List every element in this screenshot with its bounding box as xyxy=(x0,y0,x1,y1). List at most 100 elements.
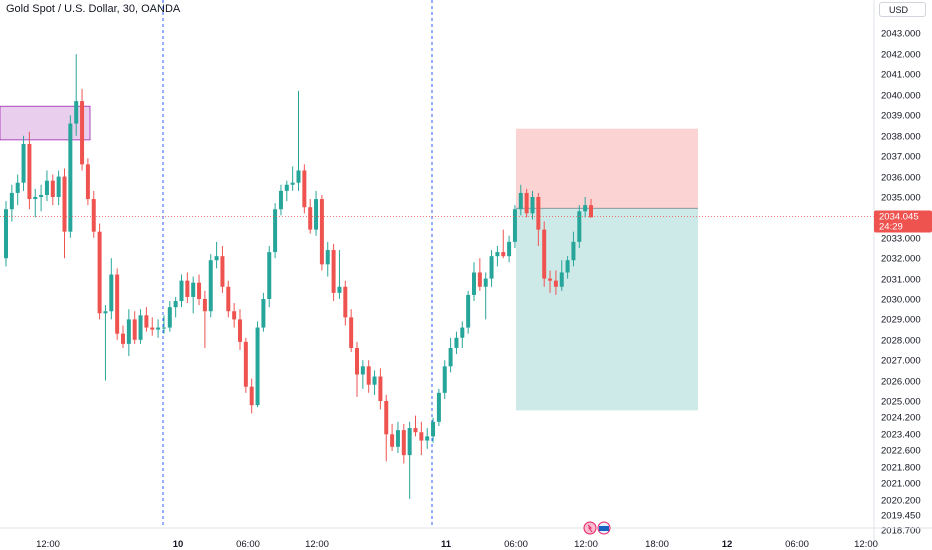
candle xyxy=(536,192,541,246)
candle xyxy=(267,245,272,308)
candle xyxy=(132,311,137,344)
candle xyxy=(50,174,55,206)
candle xyxy=(39,184,44,212)
candle xyxy=(161,315,166,334)
take-profit-zone[interactable] xyxy=(516,208,698,411)
candle xyxy=(319,194,324,271)
candle xyxy=(425,428,430,449)
candle xyxy=(109,258,114,320)
candle xyxy=(9,184,14,222)
price-tick-label: 2031.000 xyxy=(881,275,921,286)
candle xyxy=(214,241,219,269)
candle xyxy=(296,90,301,191)
candle xyxy=(501,229,506,259)
candle xyxy=(150,317,155,336)
time-tick-label: 12:00 xyxy=(854,539,878,550)
price-tick-label: 2026.000 xyxy=(881,377,921,388)
price-tick-label: 2032.000 xyxy=(881,254,921,265)
price-tick-label: 2020.200 xyxy=(881,496,921,507)
candle xyxy=(589,199,593,218)
time-tick-label: 10 xyxy=(173,539,184,550)
candle xyxy=(21,135,26,191)
candle xyxy=(542,221,547,287)
candle xyxy=(308,199,313,234)
time-tick-label: 06:00 xyxy=(785,539,809,550)
candle xyxy=(44,170,49,202)
candle xyxy=(495,245,500,267)
price-tick-label: 2035.000 xyxy=(881,193,921,204)
candle xyxy=(571,231,576,267)
candle xyxy=(80,88,85,171)
candle xyxy=(27,131,32,210)
time-tick-label: 12:00 xyxy=(36,539,60,550)
candle xyxy=(360,360,365,389)
price-tick-label: 2029.000 xyxy=(881,315,921,326)
candle xyxy=(173,296,178,318)
candle xyxy=(512,205,517,248)
time-tick-label: 12:00 xyxy=(574,539,598,550)
candle xyxy=(33,188,38,218)
candle xyxy=(278,184,283,216)
candle xyxy=(243,337,248,393)
candle xyxy=(91,190,96,238)
candle xyxy=(355,341,359,397)
candle xyxy=(74,54,79,136)
candle xyxy=(255,321,260,408)
candle xyxy=(179,274,184,308)
candle xyxy=(325,241,330,277)
candle xyxy=(4,201,8,267)
candle xyxy=(144,307,149,332)
candle xyxy=(202,290,207,348)
candle xyxy=(284,180,289,202)
price-tick-label: 2022.600 xyxy=(881,446,921,457)
candle xyxy=(197,274,202,306)
candle xyxy=(232,303,237,328)
economic-events-icon[interactable] xyxy=(583,521,611,535)
price-tick-label: 2033.000 xyxy=(881,234,921,245)
time-tick-label: 12 xyxy=(722,539,733,550)
candle xyxy=(238,309,242,350)
price-tick-label: 2038.000 xyxy=(881,132,921,143)
candle xyxy=(185,272,190,304)
candle xyxy=(167,301,172,332)
candle xyxy=(331,243,336,302)
candle xyxy=(103,305,108,381)
current-price-label xyxy=(874,210,932,233)
candle xyxy=(372,370,377,395)
candle xyxy=(489,250,494,287)
candle xyxy=(156,319,161,338)
candle xyxy=(343,280,348,326)
stop-loss-zone[interactable] xyxy=(516,128,698,209)
time-tick-label: 06:00 xyxy=(504,539,528,550)
candle xyxy=(126,309,131,357)
candle xyxy=(431,417,436,443)
candle xyxy=(261,292,266,332)
price-tick-label: 2025.000 xyxy=(881,397,921,408)
current-price-value: 2034.045 xyxy=(879,211,919,222)
candle xyxy=(553,270,558,295)
candle xyxy=(15,174,20,206)
candle xyxy=(115,268,120,340)
candle xyxy=(395,421,400,454)
candle xyxy=(442,360,447,399)
candle xyxy=(273,203,278,259)
candle xyxy=(208,254,213,318)
price-tick-label: 2019.450 xyxy=(881,511,921,522)
candle xyxy=(559,260,564,291)
candle xyxy=(390,423,395,451)
candle xyxy=(226,280,231,318)
candle xyxy=(384,394,389,462)
candle xyxy=(577,205,582,248)
candle xyxy=(337,250,342,299)
candle xyxy=(138,309,143,344)
price-tick-label: 2039.000 xyxy=(881,111,921,122)
currency-button[interactable]: USD xyxy=(879,2,926,17)
symbol-title: Gold Spot / U.S. Dollar, 30, OANDA xyxy=(6,3,181,15)
candle xyxy=(302,164,307,214)
candle xyxy=(477,258,482,291)
candle xyxy=(518,184,523,216)
candle xyxy=(290,166,295,191)
candle xyxy=(97,223,102,320)
candle xyxy=(62,168,67,259)
